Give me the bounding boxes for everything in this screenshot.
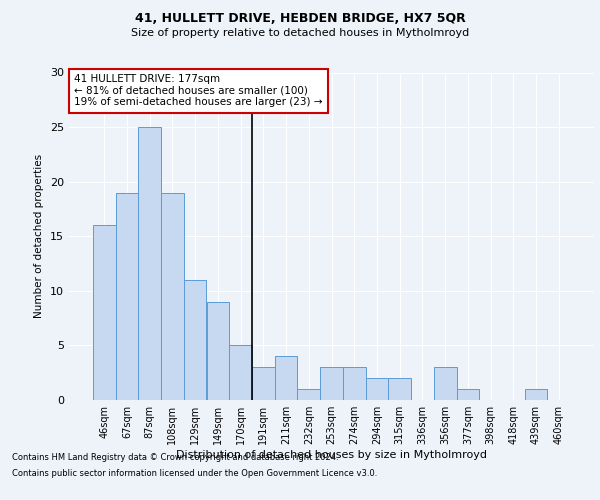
Text: Size of property relative to detached houses in Mytholmroyd: Size of property relative to detached ho…: [131, 28, 469, 38]
Bar: [524, 389, 547, 400]
Bar: [298, 389, 320, 400]
Bar: [252, 367, 275, 400]
Bar: [93, 226, 116, 400]
Bar: [161, 192, 184, 400]
Text: Contains public sector information licensed under the Open Government Licence v3: Contains public sector information licen…: [12, 468, 377, 477]
Bar: [206, 302, 229, 400]
Y-axis label: Number of detached properties: Number of detached properties: [34, 154, 44, 318]
Text: 41 HULLETT DRIVE: 177sqm
← 81% of detached houses are smaller (100)
19% of semi-: 41 HULLETT DRIVE: 177sqm ← 81% of detach…: [74, 74, 323, 108]
Bar: [139, 127, 161, 400]
Bar: [457, 389, 479, 400]
Bar: [434, 367, 457, 400]
Bar: [116, 192, 139, 400]
Bar: [343, 367, 365, 400]
Text: Contains HM Land Registry data © Crown copyright and database right 2024.: Contains HM Land Registry data © Crown c…: [12, 454, 338, 462]
Bar: [275, 356, 298, 400]
Bar: [388, 378, 411, 400]
Text: 41, HULLETT DRIVE, HEBDEN BRIDGE, HX7 5QR: 41, HULLETT DRIVE, HEBDEN BRIDGE, HX7 5Q…: [134, 12, 466, 26]
Bar: [320, 367, 343, 400]
X-axis label: Distribution of detached houses by size in Mytholmroyd: Distribution of detached houses by size …: [176, 450, 487, 460]
Bar: [365, 378, 388, 400]
Bar: [229, 346, 252, 400]
Bar: [184, 280, 206, 400]
